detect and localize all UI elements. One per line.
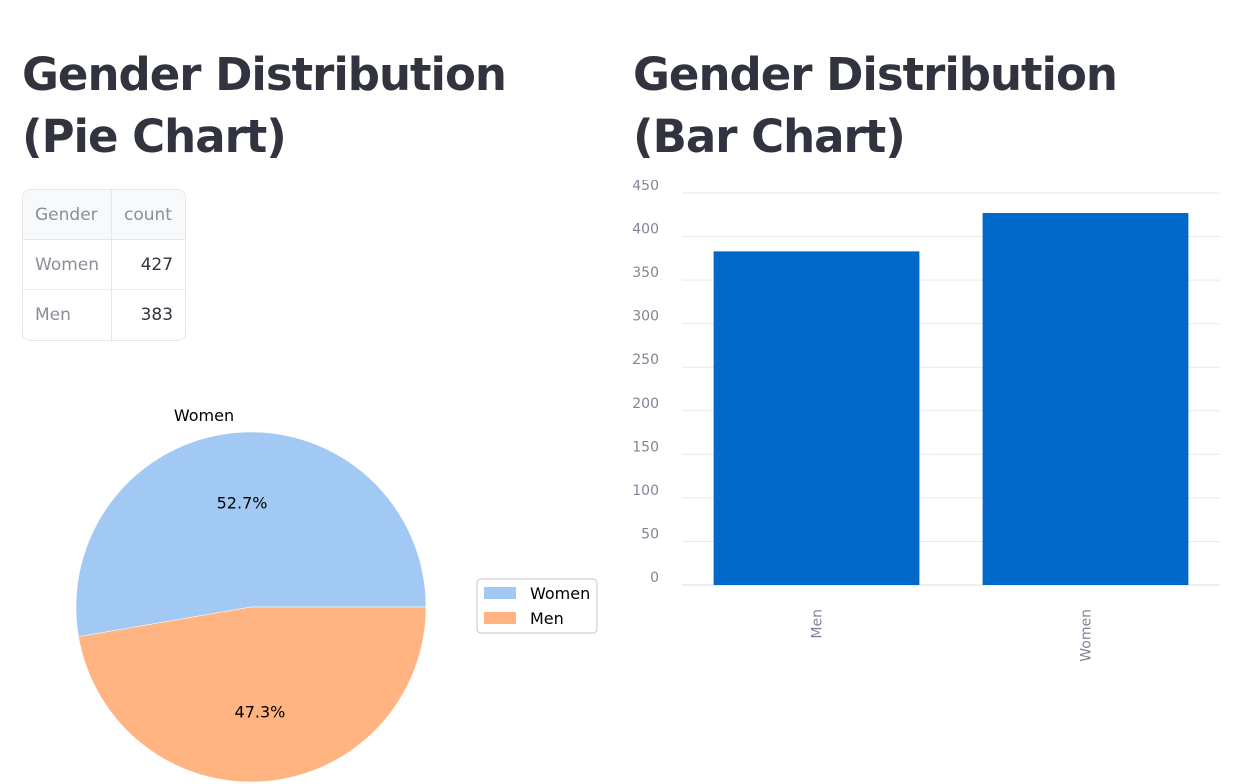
x-tick-label: Men — [810, 609, 826, 639]
pie-section-title: Gender Distribution (Pie Chart) — [22, 48, 507, 163]
bar-men[interactable] — [713, 251, 920, 585]
pie-slice-women — [75, 431, 427, 638]
pie-outer-label: Women — [174, 406, 234, 425]
pie-section: Gender Distribution (Pie Chart) — [22, 0, 602, 168]
x-tick-label: Women — [1079, 609, 1095, 662]
table-cell-gender: Women — [23, 240, 113, 290]
legend-label-men: Men — [530, 609, 564, 628]
table-header-gender[interactable]: Gender — [23, 190, 113, 240]
bar-women[interactable] — [982, 213, 1189, 585]
y-tick-label: 150 — [632, 439, 659, 455]
legend-swatch-women — [484, 587, 516, 599]
table-cell-gender: Men — [23, 290, 113, 340]
y-tick-label: 0 — [650, 570, 659, 586]
table-row: Men 383 — [23, 290, 185, 340]
y-tick-label: 100 — [632, 483, 659, 499]
y-tick-label: 250 — [632, 352, 659, 368]
table-cell-count: 427 — [112, 240, 186, 290]
y-tick-label: 50 — [641, 526, 659, 542]
pie-slice-men — [78, 606, 427, 783]
y-tick-label: 300 — [632, 309, 659, 325]
legend-swatch-men — [484, 612, 516, 624]
pie-legend: Women Men — [476, 578, 598, 634]
y-tick-label: 350 — [632, 265, 659, 281]
pie-chart: 52.7% 47.3% Women Women Men — [75, 406, 598, 783]
table-row: Women 427 — [23, 240, 186, 290]
bar-section: Gender Distribution (Bar Chart) — [633, 0, 1233, 168]
bar-chart: 0 50 100 150 200 250 300 350 400 450 Men Women — [632, 180, 1220, 662]
pie-percent-label: 52.7% — [217, 493, 268, 512]
pie-percent-label: 47.3% — [235, 703, 286, 722]
table-header-row: Gender count — [23, 190, 186, 240]
bar-section-title: Gender Distribution (Bar Chart) — [633, 48, 1118, 163]
table-cell-count: 383 — [140, 305, 174, 325]
legend-label-women: Women — [530, 584, 590, 603]
y-tick-label: 200 — [632, 396, 659, 412]
gender-count-table: Gender count Women 427 Men 383 — [22, 189, 187, 341]
y-tick-label: 450 — [632, 180, 659, 194]
table-header-count[interactable]: count — [112, 190, 186, 240]
y-tick-label: 400 — [632, 222, 659, 238]
